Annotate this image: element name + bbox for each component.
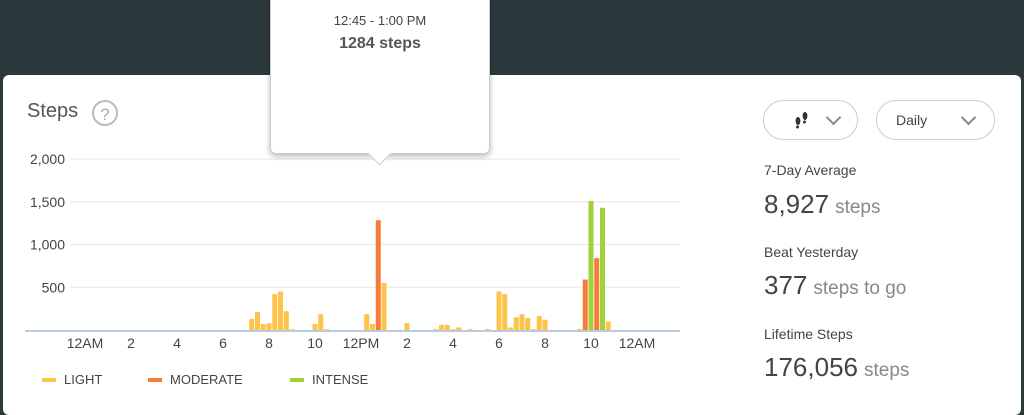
legend-light: LIGHT [42,372,102,387]
tooltip-steps: 1284 steps [339,35,421,52]
x-tick-label: 10 [583,335,599,351]
activity-type-dropdown[interactable] [763,100,858,140]
x-tick-label: 2 [403,335,411,351]
y-tick-label: 1,000 [30,237,65,253]
bar-light [278,291,283,330]
bar-light [519,314,525,330]
bar-light [536,315,542,330]
period-dropdown[interactable]: Daily [876,100,995,140]
x-tick-label: 12AM [67,335,104,351]
x-tick-label: 4 [173,335,181,351]
bar-light [272,294,278,330]
bar-light [467,329,473,330]
bar-light [456,327,462,330]
bar-light [364,314,370,330]
stat-value: 8,927 steps [764,189,881,219]
stat-label: Lifetime Steps [764,326,853,342]
bar-tooltip: 12:45 - 1:00 PM 1284 steps [270,0,490,166]
bar-light [318,314,324,330]
bar-light [255,312,260,330]
bar-light [513,317,519,330]
x-tick-label: 4 [449,335,457,351]
legend-swatch [148,377,162,382]
bar-light [324,329,329,330]
bar-light [433,329,439,330]
help-icon[interactable]: ? [92,100,118,126]
bar-light [531,329,536,330]
bar-intense [588,200,594,330]
legend-intense: INTENSE [290,372,368,387]
legend-moderate: MODERATE [148,372,243,387]
bar-light [485,329,490,330]
bar-light [577,329,582,330]
bar-light [439,324,444,330]
bar-light [289,329,295,330]
x-tick-label: 12PM [343,335,380,351]
page-title: Steps [27,100,79,122]
bar-light [496,291,502,330]
bar-moderate [375,220,381,330]
x-tick-label: 2 [127,335,135,351]
bar-light [450,329,456,330]
x-tick-label: 6 [495,335,503,351]
bar-light [312,324,318,330]
bar-light [542,319,548,330]
legend-swatch [290,377,304,382]
tooltip-time: 12:45 - 1:00 PM [333,13,427,28]
bar-light [370,324,375,330]
bar-light [508,327,513,330]
bar-light [249,318,255,330]
stat-label: Beat Yesterday [764,244,859,260]
x-tick-label: 10 [307,335,323,351]
stat-value: 377 steps to go [764,270,907,300]
bar-light [266,323,272,330]
bar-moderate [582,279,588,330]
footprints-icon [795,112,808,129]
chevron-down-icon [960,109,977,126]
bar-light [605,321,611,330]
x-tick-label: 12AM [619,335,656,351]
bar-light [502,294,508,330]
bar-light [525,318,531,330]
stat-label: 7-Day Average [764,162,857,178]
y-tick-label: 1,500 [30,194,65,210]
legend-swatch [42,377,56,382]
bar-light [283,311,289,330]
bar-light [444,324,450,330]
y-tick-label: 2,000 [30,151,65,167]
chevron-down-icon [825,109,842,126]
stat-value: 176,056 steps [764,352,910,382]
bar-light [404,323,410,330]
bar-moderate [594,258,600,330]
bar-intense [600,207,605,330]
period-value: Daily [896,112,928,128]
x-tick-label: 8 [541,335,549,351]
bar-light [260,324,266,330]
y-tick-label: 500 [42,279,66,295]
bar-light [381,282,387,330]
x-tick-label: 8 [265,335,273,351]
x-tick-label: 6 [219,335,227,351]
